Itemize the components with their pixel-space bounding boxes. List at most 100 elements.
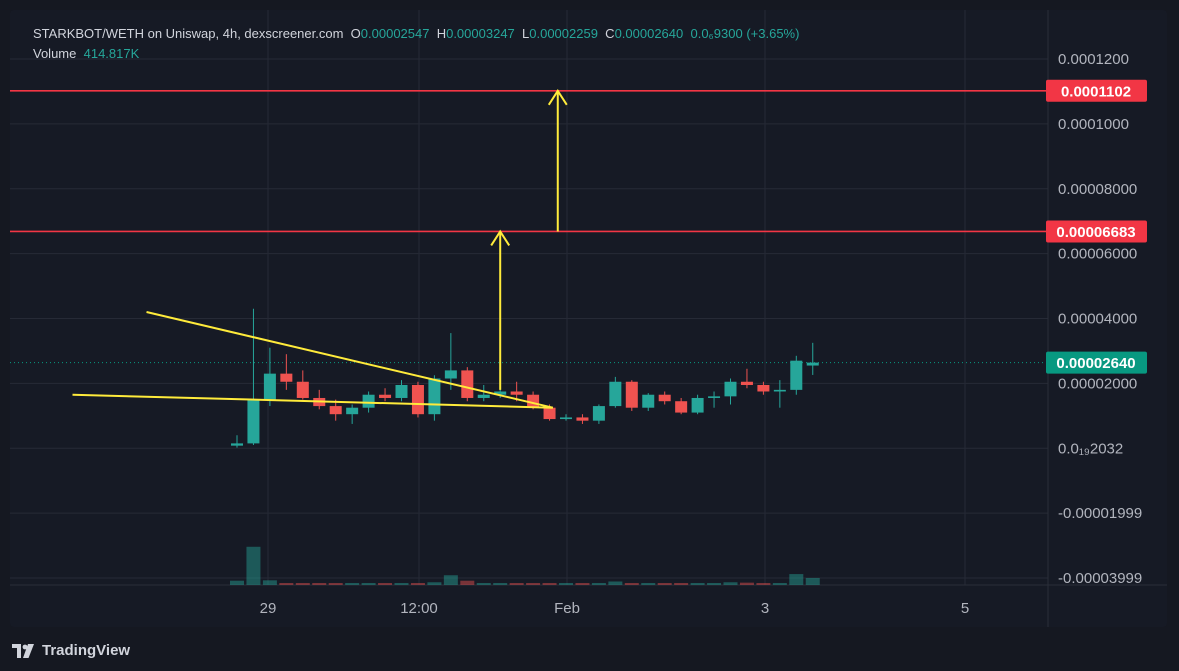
volume-bar: [295, 583, 310, 585]
candle-body: [576, 417, 589, 421]
candle-body: [231, 443, 243, 446]
close-value: 0.00002640: [614, 26, 684, 41]
volume-bar: [378, 583, 393, 585]
volume-bar: [493, 583, 508, 585]
candle-body: [806, 362, 819, 366]
candle-body: [346, 407, 359, 415]
candle-body: [329, 406, 342, 415]
candle-body: [411, 384, 424, 415]
target-arrow-head: [490, 229, 511, 247]
candle-body: [658, 394, 671, 402]
volume-bar: [394, 583, 409, 585]
volume-value: 414.817K: [83, 46, 140, 61]
x-tick-label: 3: [761, 600, 769, 617]
resistance-price-label: 0.0001102: [1061, 83, 1131, 100]
y-tick-label: -0.00001999: [1058, 505, 1142, 522]
low-label: L: [522, 26, 530, 41]
volume-bar: [641, 583, 656, 585]
volume-bar: [460, 580, 475, 585]
last-price-tag: [1046, 351, 1147, 374]
volume-bar: [230, 580, 244, 585]
last-price-label: 0.00002640: [1056, 355, 1135, 372]
volume-bar: [756, 583, 771, 585]
level-layer: [10, 89, 1048, 364]
x-tick-label: Feb: [554, 600, 580, 617]
candle-body: [675, 401, 688, 413]
volume-bar: [262, 580, 277, 585]
y-tick-label: -0.00003999: [1058, 570, 1142, 587]
volume-bar: [789, 574, 804, 585]
volume-bar: [591, 583, 606, 585]
low-value: 0.00002259: [529, 26, 598, 41]
candle-body: [461, 370, 474, 398]
volume-bar: [526, 583, 541, 585]
candle-body: [757, 384, 770, 392]
candle-body: [560, 417, 572, 420]
high-label: H: [436, 26, 447, 41]
volume-bar: [723, 582, 738, 585]
candle-body: [395, 384, 408, 398]
brand-name: TradingView: [42, 642, 131, 659]
x-tick-label: 5: [961, 600, 969, 617]
volume-bar: [328, 583, 343, 585]
volume-bar: [410, 583, 425, 585]
change-value: 0.0₆9300 (+3.65%): [690, 26, 800, 41]
ohlc-legend: STARKBOT/WETH on Uniswap, 4h, dexscreene…: [33, 26, 799, 41]
candle-body: [740, 381, 753, 385]
target-arrow-head: [547, 88, 568, 106]
volume-bar: [657, 583, 672, 585]
pair-title: STARKBOT/WETH on Uniswap, 4h, dexscreene…: [33, 26, 344, 41]
y-tick-label: 0.00004000: [1058, 311, 1137, 328]
candle-body: [494, 391, 507, 395]
volume-bar: [443, 575, 458, 585]
candle-body: [773, 389, 786, 392]
volume-bar: [739, 582, 754, 585]
volume-bar: [559, 583, 573, 585]
volume-bar: [246, 546, 261, 585]
volume-bar: [476, 583, 491, 585]
x-tick-label: 12:00: [400, 600, 438, 617]
volume-bar: [575, 583, 590, 585]
volume-bar: [608, 581, 623, 585]
y-tick-label: 0.0₁₉2032: [1058, 440, 1123, 457]
price-chart[interactable]: 0.0001200 0.0001000 0.00008000 0.00006000 0.…: [10, 10, 1167, 627]
candle-body: [510, 391, 523, 395]
volume-bar: [542, 583, 557, 585]
volume-bar: [674, 583, 689, 585]
resistance-price-tag: [1046, 79, 1147, 102]
volume-bar: [624, 583, 639, 585]
candle-layer: [231, 308, 819, 448]
volume-bar: [509, 583, 524, 585]
candle-body: [296, 381, 309, 398]
resistance-price-label: 0.00006683: [1056, 224, 1135, 241]
candle-body: [609, 381, 622, 407]
close-label: C: [605, 26, 615, 41]
high-value: 0.00003247: [446, 26, 515, 41]
candle-body: [724, 381, 737, 397]
volume-layer: [230, 546, 820, 585]
triangle-lower-trendline: [72, 393, 553, 409]
volume-bar: [345, 583, 360, 585]
open-value: 0.00002547: [360, 26, 430, 41]
y-tick-label: 0.0001000: [1058, 116, 1129, 133]
tradingview-brand[interactable]: TradingView: [12, 642, 130, 659]
volume-bar: [805, 577, 820, 585]
candle-body: [280, 373, 293, 382]
candle-body: [790, 360, 803, 390]
y-tick-label: 0.00002000: [1058, 375, 1137, 392]
volume-bar: [361, 583, 376, 585]
candle-body: [379, 394, 392, 398]
volume-bar: [707, 583, 722, 585]
grid-layer: [10, 10, 1167, 627]
candle-body: [543, 407, 556, 420]
triangle-upper-trendline: [146, 311, 554, 409]
candle-body: [263, 373, 276, 400]
axis-layer: 0.0001200 0.0001000 0.00008000 0.00006000 0.…: [260, 51, 1147, 617]
y-tick-label: 0.00006000: [1058, 246, 1137, 263]
tradingview-logo-icon: [12, 643, 34, 658]
candle-body: [477, 394, 490, 398]
resistance-price-tag: [1046, 220, 1147, 243]
volume-bar: [279, 583, 294, 585]
open-label: O: [350, 26, 361, 41]
volume-bar: [427, 582, 442, 585]
